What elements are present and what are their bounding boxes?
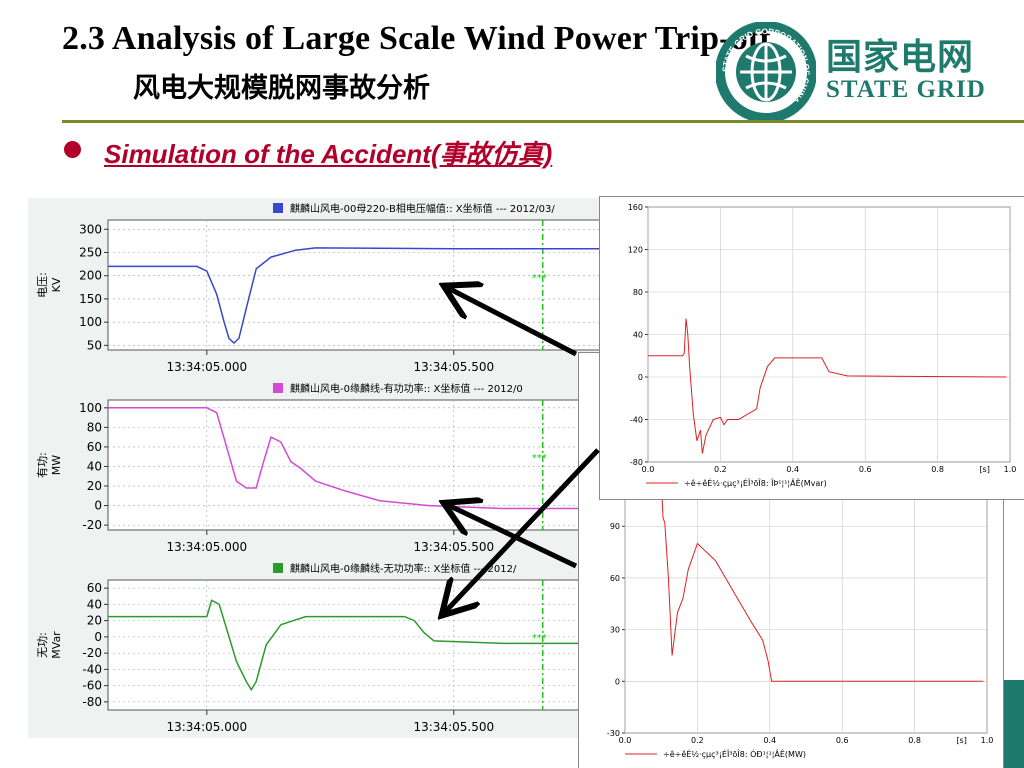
- y-tick-label: 40: [633, 331, 643, 340]
- y-tick-label: 300: [79, 222, 102, 236]
- y-tick-label: -40: [82, 662, 102, 676]
- y-tick-label: 30: [610, 626, 620, 635]
- y-tick-label: 0: [615, 677, 620, 686]
- x-tick-label: 0.0: [642, 465, 655, 474]
- x-tick-label: 0.6: [859, 465, 872, 474]
- y-tick-label: 60: [87, 440, 102, 454]
- x-tick-label: 1.0: [1004, 465, 1017, 474]
- x-tick-label: 13:34:05.000: [166, 360, 247, 374]
- x-tick-label: 0.2: [691, 736, 704, 745]
- y-tick-label: -20: [82, 518, 102, 532]
- y-tick-label: 60: [610, 574, 620, 583]
- y-tick-label: 100: [79, 401, 102, 415]
- bullet-text: Simulation of the Accident(事故仿真): [104, 139, 553, 169]
- x-tick-label: [s]: [979, 465, 989, 474]
- y-axis-label: 无功:: [36, 632, 49, 658]
- sim-active-power-svg: 90 60 30 0 -300.0 0.2 0.4 0.6 0.8 [s] 1.0 ÷ê÷êÉ½·çµ…: [607, 477, 994, 759]
- legend-swatch: [273, 203, 283, 213]
- measured-charts-svg: 麒麟山风电-00母220-B相电压幅值:: X坐标值 --- 2012/03/3…: [35, 202, 602, 734]
- slide-title: 2.3 Analysis of Large Scale Wind Power T…: [62, 20, 771, 57]
- y-tick-label: 100: [79, 315, 102, 329]
- y-tick-label: 250: [79, 246, 102, 260]
- cursor-marker: ***: [532, 273, 547, 284]
- logo-chinese-text: 国家电网: [826, 37, 975, 78]
- x-tick-label: 0.4: [763, 736, 776, 745]
- plot-area: [107, 399, 602, 531]
- y-tick-label: -80: [82, 695, 102, 709]
- measured-chart-panel: 麒麟山风电-00母220-B相电压幅值:: X坐标值 --- 2012/03/3…: [28, 198, 602, 738]
- title-rule: [62, 120, 1024, 123]
- x-tick-label: 0.6: [836, 736, 849, 745]
- y-tick-label: 0: [638, 373, 643, 382]
- y-tick-label: 40: [87, 597, 102, 611]
- x-tick-label: 13:34:05.500: [413, 540, 494, 554]
- legend-text: ÷ê÷êÉ½·çµç³¡ÉÎ³õÎ8: ÓÐ¹¦¹¦ÂÊ(MW): [663, 748, 806, 759]
- slide-edge-band: [1002, 680, 1024, 768]
- y-tick-label: 60: [87, 581, 102, 595]
- y-tick-label: 50: [87, 338, 102, 352]
- y-axis-label: MW: [50, 455, 63, 475]
- y-tick-label: 0: [94, 499, 102, 513]
- series-line: [108, 247, 602, 345]
- series-line: [660, 477, 984, 682]
- y-tick-label: -20: [82, 646, 102, 660]
- x-tick-label: [s]: [956, 736, 966, 745]
- x-tick-label: 0.2: [714, 465, 727, 474]
- y-tick-label: 20: [87, 479, 102, 493]
- plot-area: [624, 477, 988, 734]
- legend-text: ÷ê÷êÉ½·çµç³¡ÉÎ³õÎ8: ÎÞ¹¦¹¦ÂÊ(Mvar): [684, 477, 827, 488]
- x-tick-label: 0.0: [619, 736, 632, 745]
- y-tick-label: 160: [628, 203, 643, 212]
- bullet-dot-icon: [64, 141, 81, 158]
- x-tick-label: 1.0: [981, 736, 994, 745]
- chart-title: 麒麟山风电-0缘麟线-有功功率:: X坐标值 --- 2012/0: [290, 382, 523, 395]
- y-tick-label: 20: [87, 614, 102, 628]
- y-tick-label: 80: [633, 288, 643, 297]
- y-tick-label: 0: [94, 630, 102, 644]
- plot-area: [107, 219, 602, 351]
- x-tick-label: 13:34:05.000: [166, 540, 247, 554]
- cursor-marker: ***: [532, 633, 547, 644]
- y-tick-label: 150: [79, 292, 102, 306]
- y-axis-label: KV: [50, 277, 63, 292]
- y-axis-label: MVar: [50, 631, 63, 659]
- cursor-marker: ***: [532, 453, 547, 464]
- x-tick-label: 13:34:05.500: [413, 360, 494, 374]
- sim-reactive-power-panel: 160 120 80 40 0 -40 -80 0.0 0.2 0.4 0.6 0.8 [s] 1.0 ÷ê…: [599, 196, 1024, 500]
- y-axis-label: 有功:: [35, 452, 49, 478]
- y-tick-label: 80: [87, 420, 102, 434]
- y-tick-label: -30: [607, 729, 620, 738]
- series-line: [108, 599, 602, 692]
- x-tick-label: 13:34:05.500: [413, 720, 494, 734]
- y-tick-label: 90: [610, 522, 620, 531]
- legend-swatch: [273, 563, 283, 573]
- y-tick-label: -80: [630, 458, 643, 467]
- x-tick-label: 0.8: [931, 465, 944, 474]
- y-tick-label: 200: [79, 269, 102, 283]
- y-tick-label: -40: [630, 416, 643, 425]
- y-tick-label: -60: [82, 679, 102, 693]
- chart-title: 麒麟山风电-0缘麟线-无功功率:: X坐标值 --- 2012/: [290, 562, 517, 575]
- y-tick-label: 120: [628, 246, 643, 255]
- state-grid-logo-icon: STATE GRID CORPORATION OF CHINA: [716, 22, 816, 122]
- y-axis-label: 电压:: [36, 272, 49, 298]
- slide-subtitle: 风电大规模脱网事故分析: [133, 73, 430, 104]
- legend-swatch: [273, 383, 283, 393]
- series-line: [648, 318, 1007, 454]
- series-line: [108, 407, 602, 510]
- sim-reactive-power-svg: 160 120 80 40 0 -40 -800.0 0.2 0.4 0.6 0.8 [s] 1.0 ÷ê…: [628, 203, 1017, 488]
- chart-title: 麒麟山风电-00母220-B相电压幅值:: X坐标值 --- 2012/03/: [290, 202, 555, 215]
- plot-area: [107, 579, 602, 711]
- x-tick-label: 0.4: [786, 465, 799, 474]
- logo-english-text: STATE GRID: [826, 76, 986, 103]
- y-tick-label: 40: [87, 459, 102, 473]
- x-tick-label: 13:34:05.000: [166, 720, 247, 734]
- x-tick-label: 0.8: [908, 736, 921, 745]
